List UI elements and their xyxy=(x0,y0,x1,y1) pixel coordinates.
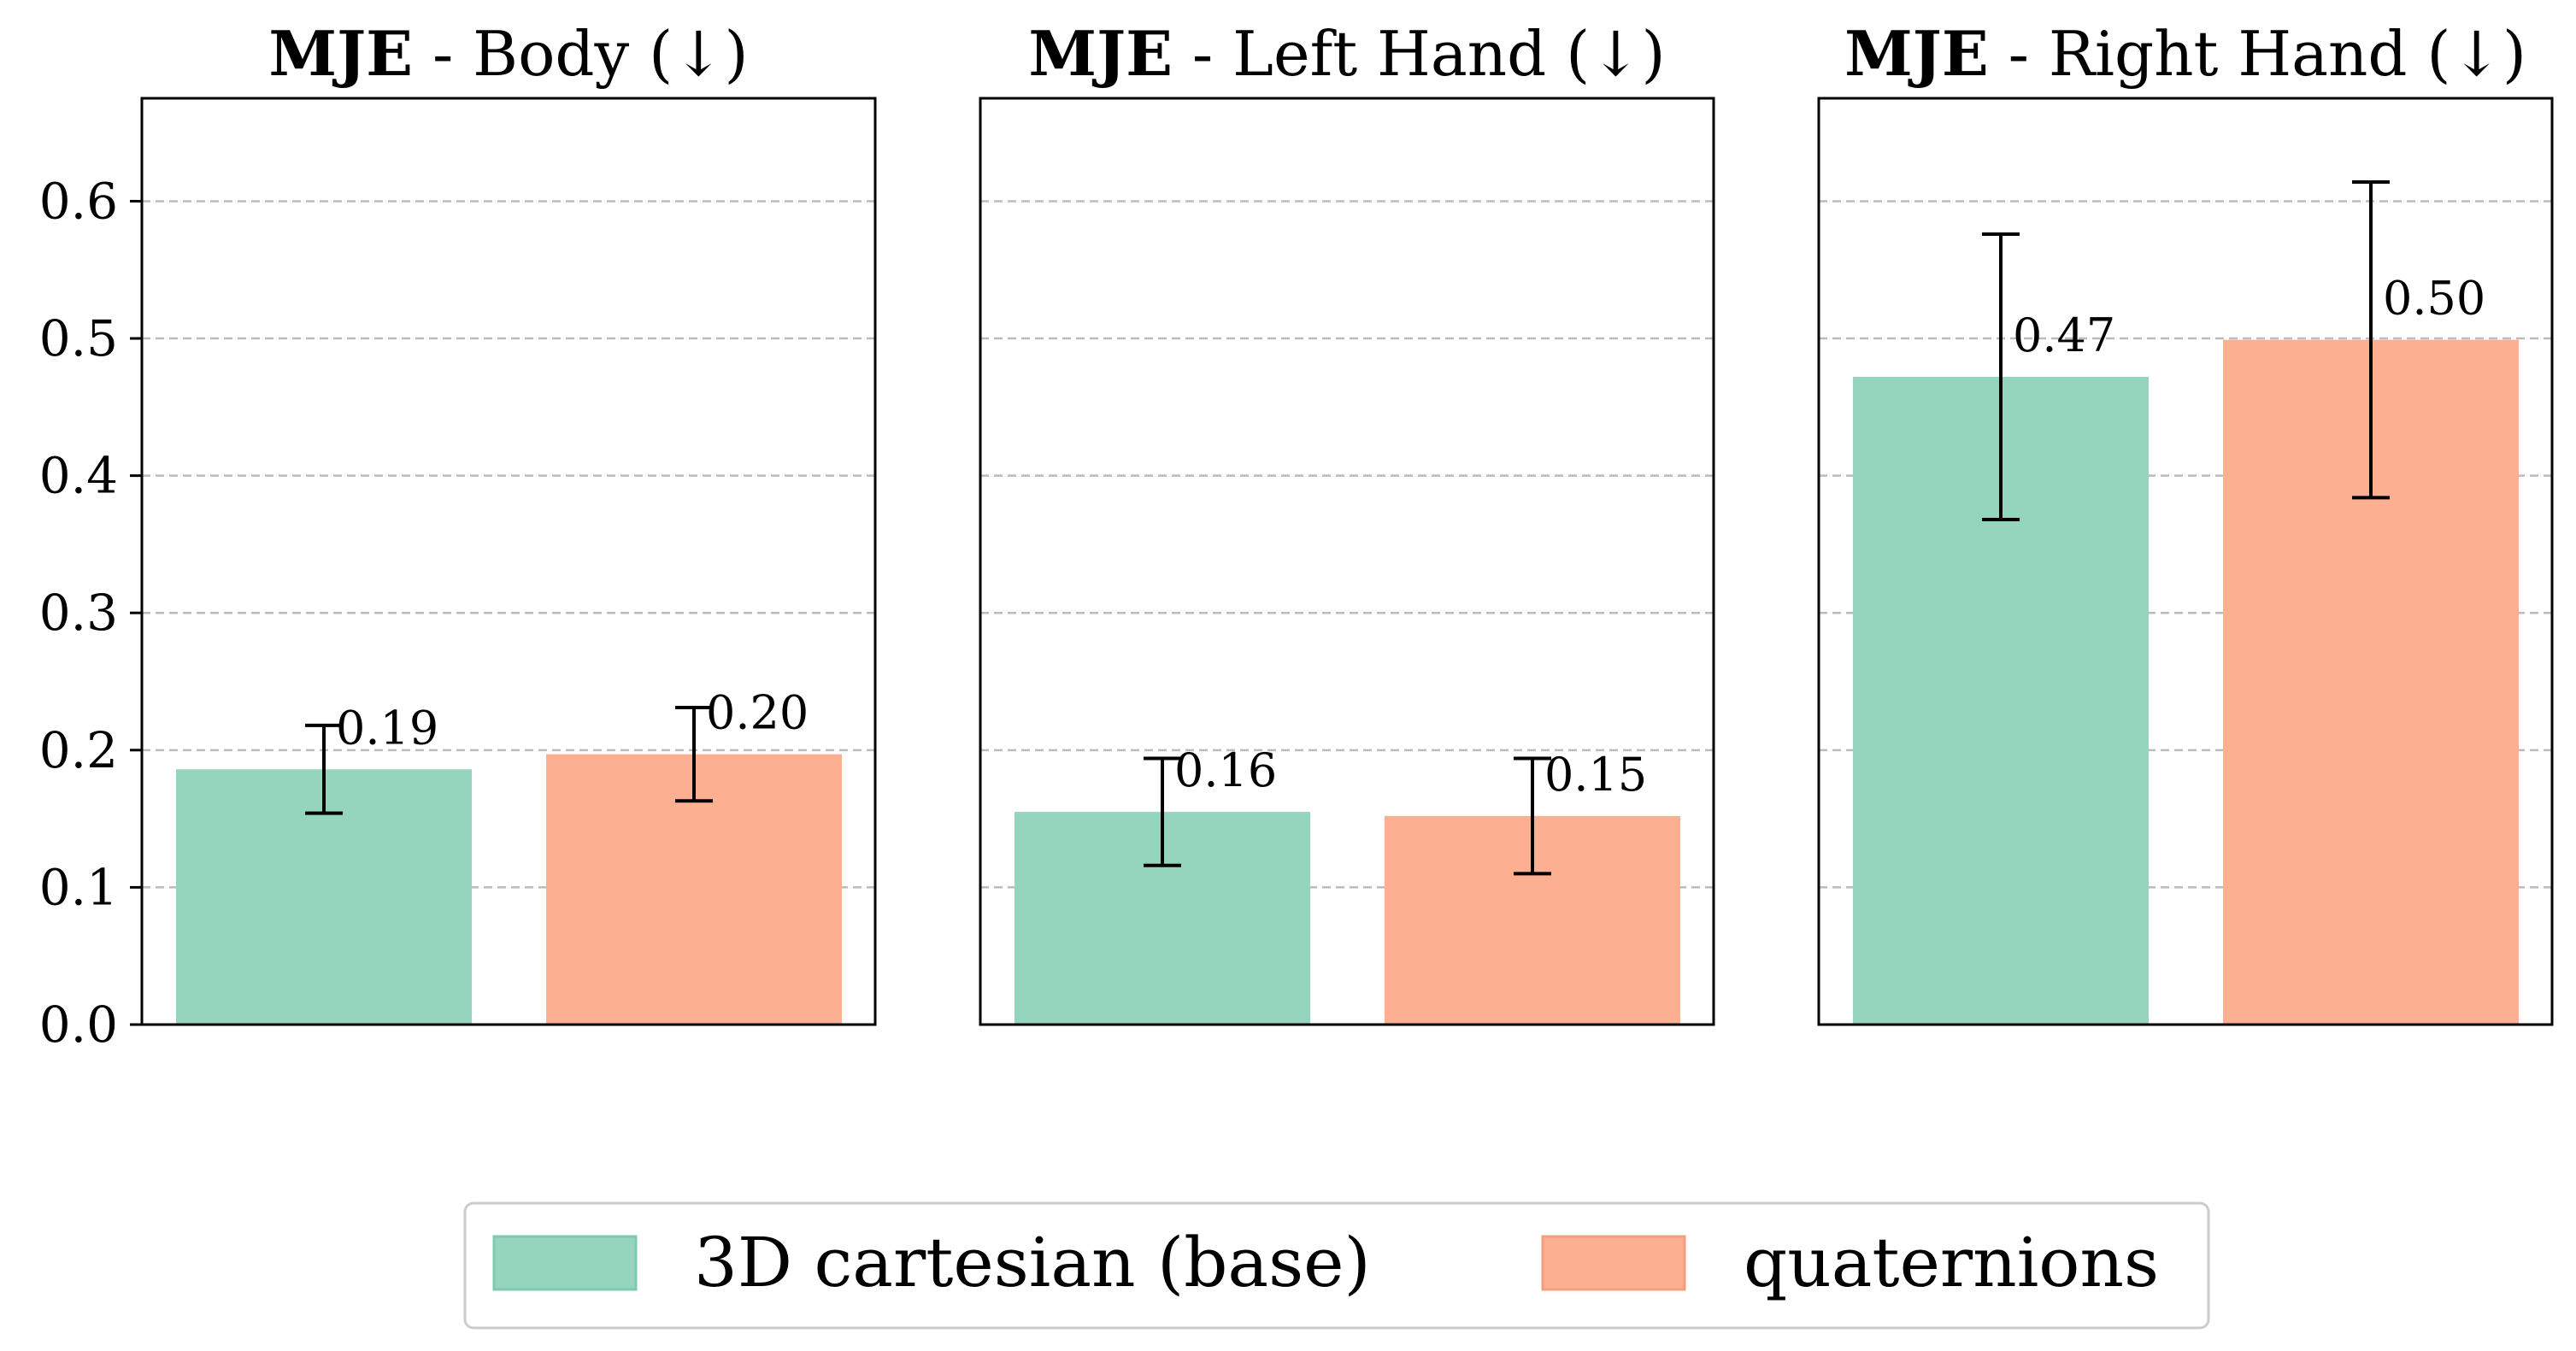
data-label: 0.19 xyxy=(336,701,438,755)
legend-frame xyxy=(463,1201,2210,1330)
chart-title-bold: MJE xyxy=(1028,17,1173,90)
axes-frame xyxy=(1817,97,2554,1026)
legend: 3D cartesian (base) quaternions xyxy=(463,1201,2210,1330)
chart-title: MJE - Right Hand (↓) xyxy=(1844,17,2526,90)
axes-frame xyxy=(979,97,1715,1026)
data-label: 0.20 xyxy=(706,686,809,740)
chart-title-bold: MJE xyxy=(268,17,413,90)
axes-frame xyxy=(140,97,877,1026)
y-tick-label: 0.2 xyxy=(39,721,118,779)
y-tick-label: 0.4 xyxy=(39,447,118,505)
chart-panel-1: 0.19 0.20 MJE - Body (↓) 0.0 0.1 0.2 0.3 0.4 0.5… xyxy=(39,17,877,1054)
chart-title-bold: MJE xyxy=(1844,17,1989,90)
chart-title: MJE - Body (↓) xyxy=(268,17,748,90)
y-tick-label: 0.5 xyxy=(39,309,118,367)
legend-swatch-quaternions xyxy=(1541,1235,1686,1291)
legend-label-cartesian: 3D cartesian (base) xyxy=(694,1223,1371,1302)
data-label: 0.47 xyxy=(2013,308,2115,362)
y-tick-label: 0.0 xyxy=(39,996,118,1054)
y-tick-label: 0.1 xyxy=(39,858,118,916)
y-tick-label: 0.3 xyxy=(39,584,118,642)
chart-title-rest: - Right Hand (↓) xyxy=(1989,18,2526,90)
chart-panels: 0.19 0.20 MJE - Body (↓) 0.0 0.1 0.2 0.3 0.4 0.5… xyxy=(39,17,2554,1054)
data-label: 0.50 xyxy=(2383,272,2485,326)
data-label: 0.15 xyxy=(1544,748,1647,802)
legend-label-quaternions: quaternions xyxy=(1744,1223,2159,1302)
chart-panel-3: 0.47 0.50 MJE - Right Hand (↓) xyxy=(1817,17,2554,1026)
legend-swatch-cartesian xyxy=(492,1235,638,1291)
chart-title-rest: - Left Hand (↓) xyxy=(1173,18,1666,90)
data-label: 0.16 xyxy=(1174,743,1277,797)
y-tick-label: 0.6 xyxy=(39,172,118,230)
chart-panel-2: 0.16 0.15 MJE - Left Hand (↓) xyxy=(979,17,1715,1026)
chart-title: MJE - Left Hand (↓) xyxy=(1028,17,1665,90)
chart-title-rest: - Body (↓) xyxy=(413,18,749,90)
